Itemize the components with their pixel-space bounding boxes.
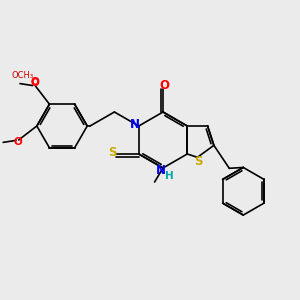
Text: N: N bbox=[156, 164, 166, 176]
Text: O: O bbox=[30, 78, 39, 88]
Text: H: H bbox=[165, 171, 173, 181]
Text: OCH₃: OCH₃ bbox=[11, 71, 34, 80]
Text: S: S bbox=[194, 155, 203, 168]
Text: N: N bbox=[130, 118, 140, 130]
Text: O: O bbox=[30, 77, 39, 87]
Text: O: O bbox=[13, 137, 22, 147]
Text: S: S bbox=[109, 146, 117, 160]
Text: O: O bbox=[159, 79, 169, 92]
